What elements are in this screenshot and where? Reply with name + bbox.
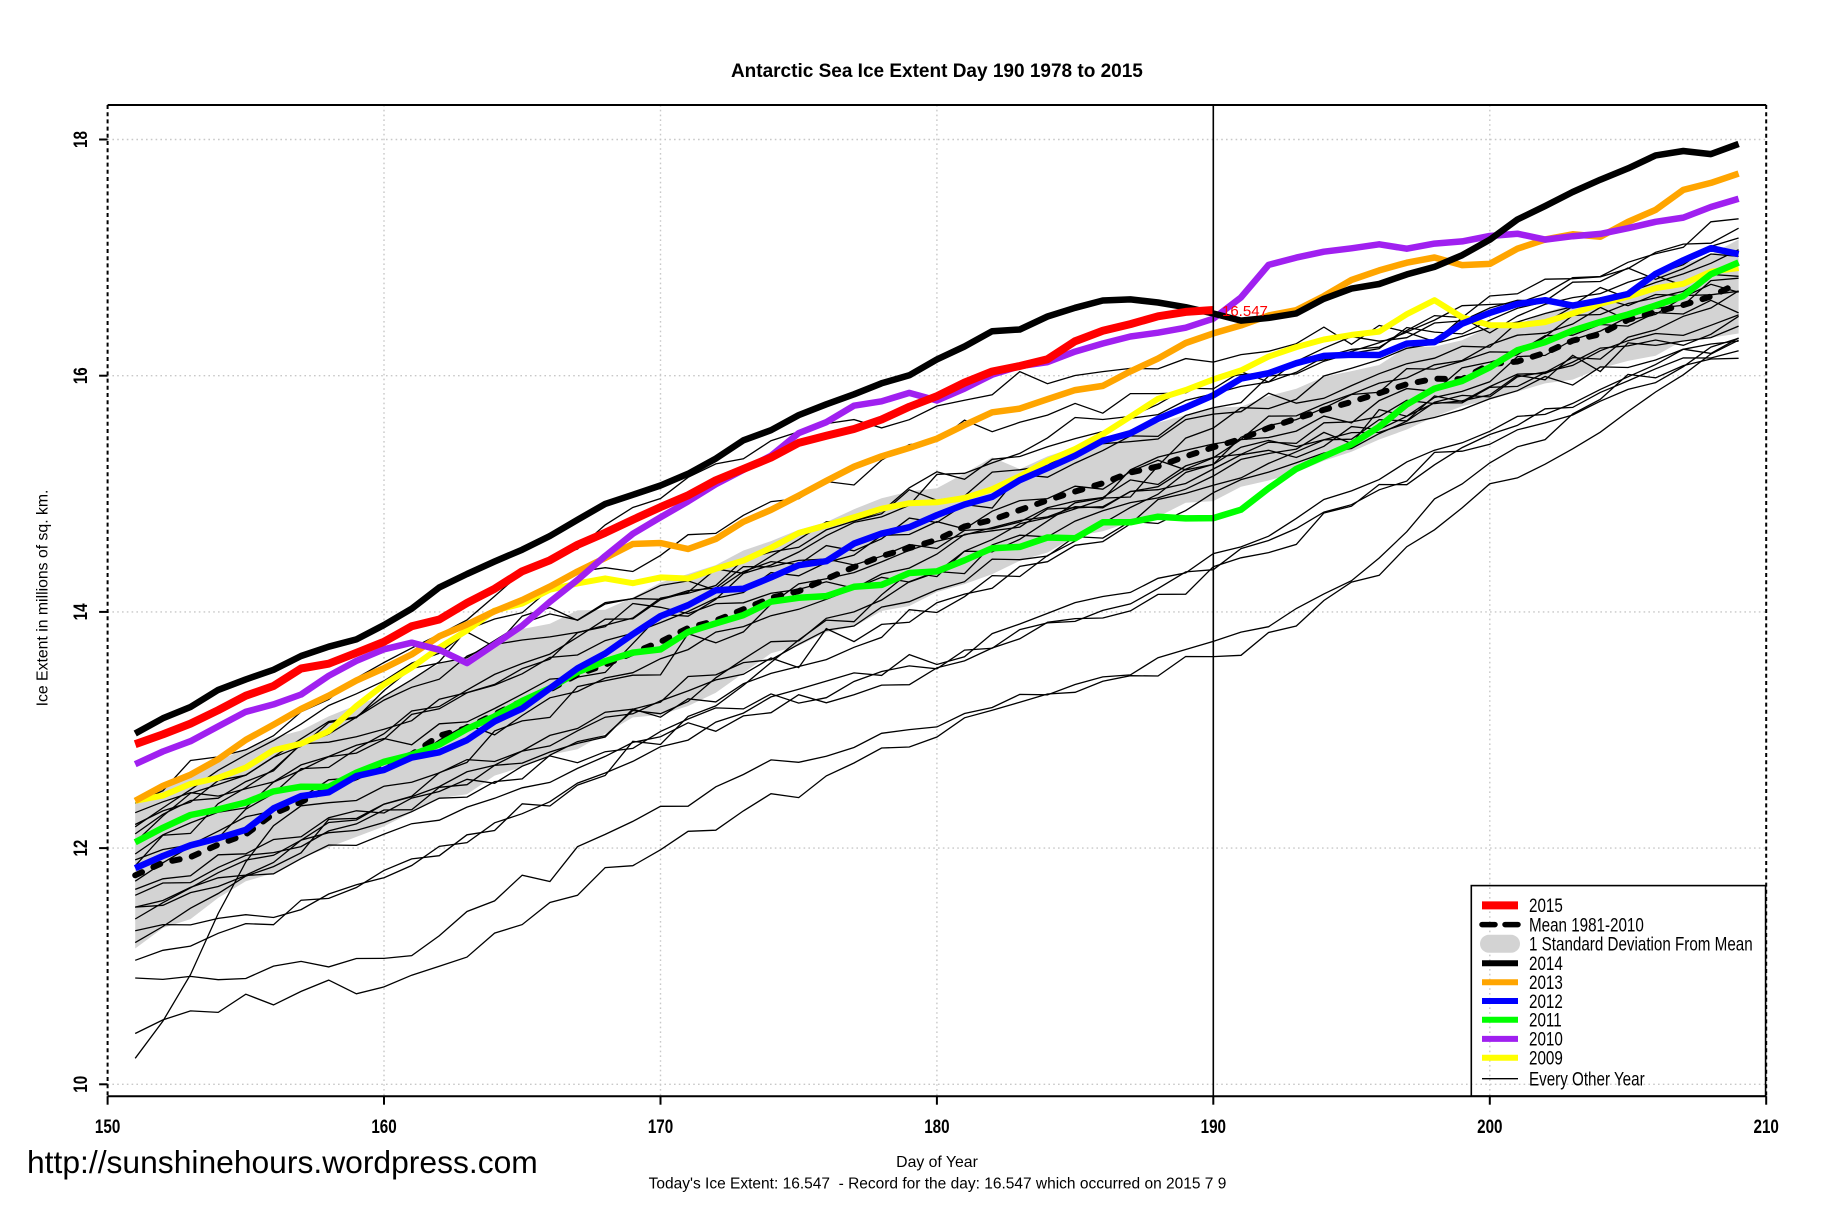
svg-text:2014: 2014: [1529, 952, 1563, 974]
svg-text:2011: 2011: [1529, 1009, 1562, 1031]
svg-text:2013: 2013: [1529, 971, 1563, 993]
svg-text:Antarctic Sea Ice Extent Day 1: Antarctic Sea Ice Extent Day 190 1978 to…: [731, 61, 1143, 82]
svg-text:160: 160: [371, 1115, 396, 1137]
svg-text:200: 200: [1477, 1115, 1502, 1137]
svg-text:190: 190: [1201, 1115, 1226, 1137]
svg-text:10: 10: [69, 1076, 91, 1093]
svg-text:Day of Year: Day of Year: [896, 1154, 978, 1171]
svg-text:Mean 1981-2010: Mean 1981-2010: [1529, 914, 1644, 936]
svg-text:http://sunshinehours.wordpress: http://sunshinehours.wordpress.com: [27, 1144, 538, 1180]
svg-text:2010: 2010: [1529, 1028, 1563, 1050]
svg-text:Ice Extent in millions of sq.: Ice Extent in millions of sq. km.: [35, 490, 52, 707]
svg-text:12: 12: [69, 840, 91, 857]
svg-text:210: 210: [1754, 1115, 1779, 1137]
svg-text:16: 16: [69, 367, 91, 384]
svg-text:16.547: 16.547: [1222, 303, 1268, 320]
svg-text:2012: 2012: [1529, 990, 1563, 1012]
svg-text:Today's Ice Extent: 16.547 -: Today's Ice Extent: 16.547 - Record for …: [649, 1176, 1227, 1193]
svg-text:180: 180: [924, 1115, 949, 1137]
svg-text:150: 150: [95, 1115, 120, 1137]
svg-text:170: 170: [648, 1115, 673, 1137]
svg-text:2009: 2009: [1529, 1047, 1563, 1069]
svg-text:2015: 2015: [1529, 895, 1563, 917]
svg-text:Every Other Year: Every Other Year: [1529, 1068, 1645, 1090]
svg-text:1 Standard Deviation From Mean: 1 Standard Deviation From Mean: [1529, 933, 1753, 955]
svg-text:14: 14: [69, 603, 91, 620]
svg-text:18: 18: [69, 131, 91, 148]
